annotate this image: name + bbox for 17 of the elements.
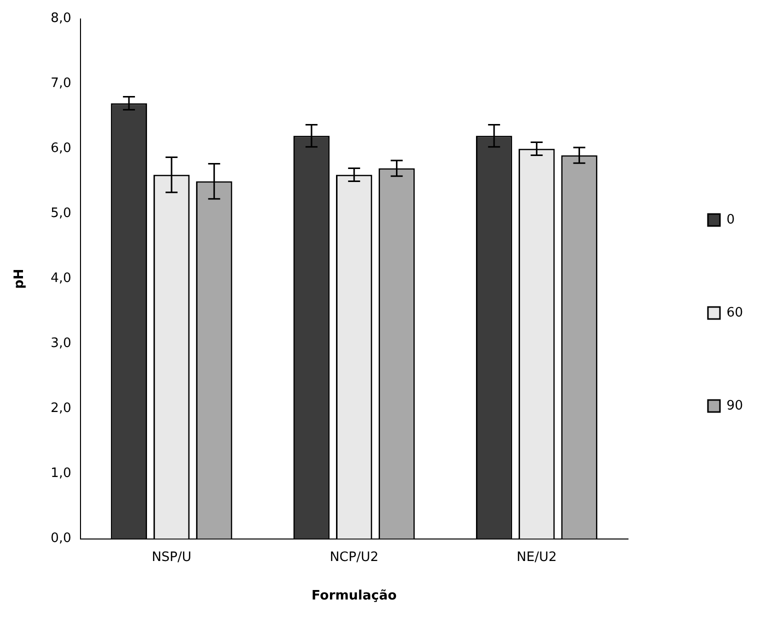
y-tick-label: 2,0 [50,401,72,416]
y-tick-label: 5,0 [50,206,72,222]
y-tick-label: 1,0 [50,466,72,482]
x-tick-label: NE/U2 [516,550,557,565]
y-tick-label: 7,0 [50,76,72,92]
legend-label: 90 [726,398,744,414]
x-tick-label: NCP/U2 [330,550,379,565]
y-tick-label: 0,0 [50,531,72,546]
y-tick-label: 4,0 [50,271,72,286]
y-tick-label: 8,0 [50,11,72,26]
y-tick-label: 6,0 [50,141,72,156]
y-tick-label: 3,0 [50,336,72,352]
x-axis-title: Formulação [312,588,397,604]
y-axis-title: pH [12,268,28,289]
x-tick-label: NSP/U [152,550,192,565]
legend-label: 0 [726,212,735,228]
legend-label: 60 [726,305,744,320]
